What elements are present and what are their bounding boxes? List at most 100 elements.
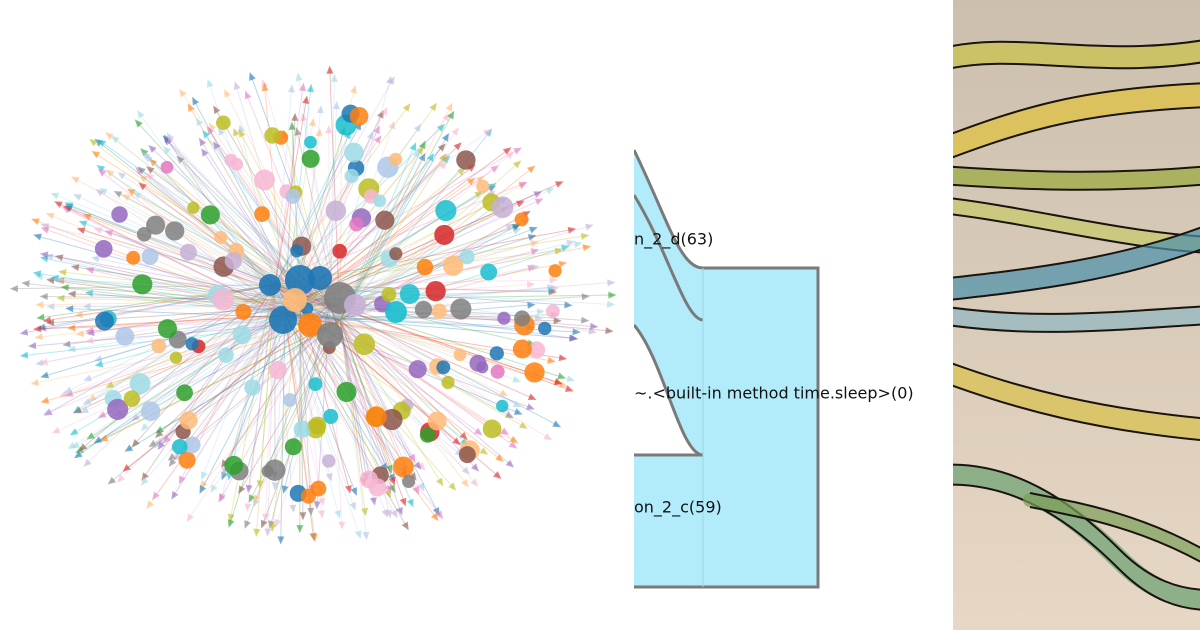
arrowhead [554,181,564,188]
arrowhead [439,161,448,170]
node [456,150,476,170]
arrowhead [334,509,342,519]
edge [284,314,355,508]
edge [271,299,301,529]
arrowhead [499,389,509,397]
arrowhead [33,325,42,333]
edge [142,176,276,286]
arrowhead [526,165,536,174]
edge [134,314,286,420]
arrowhead [552,420,562,428]
edge [339,105,452,321]
edge [108,171,286,316]
arrowhead [56,294,65,302]
arrowhead [73,194,82,201]
arrowhead [409,472,417,481]
arrowhead [133,191,142,200]
node [349,217,364,232]
arrowhead [30,379,40,386]
node [431,303,447,319]
arrowhead [296,525,304,534]
arrowhead [217,127,226,136]
arrowhead [19,351,29,359]
node [545,304,560,319]
edge [274,130,489,286]
hub-node [308,266,332,290]
edge [284,314,394,490]
edge [86,314,286,380]
arrowhead [349,502,356,511]
edge [85,314,286,404]
strand-edge [953,483,1200,611]
arrowhead [67,345,76,353]
edge [339,319,414,460]
edge [297,76,341,321]
arrowhead [67,324,76,332]
arrowhead [244,503,252,512]
arrowhead [526,403,535,410]
edge [329,304,467,485]
arrowhead [260,519,268,529]
arrowhead [75,330,85,337]
arrowhead [40,371,50,379]
arrowhead [62,340,71,348]
arrowhead [54,201,63,209]
edge [197,120,301,301]
arrowhead [361,507,369,517]
arrowhead [291,112,299,121]
node [254,169,275,191]
node [300,488,316,504]
edge [97,140,301,301]
arrowhead [461,466,470,475]
arrowhead [325,125,333,134]
arrowhead [85,327,94,335]
edge [136,193,276,286]
arrowhead [31,218,40,226]
arrowhead [512,160,522,169]
edge [44,225,276,286]
node [381,408,403,431]
arrowhead [387,76,395,85]
edge [137,169,276,286]
node [160,160,174,174]
edge [46,284,276,322]
arrowhead [39,293,48,301]
arrowhead [531,264,540,272]
edge [140,168,276,286]
arrowhead [475,175,485,184]
arrowhead [547,356,556,364]
arrowhead [380,106,388,116]
edge [274,284,534,399]
arrowhead [34,333,43,341]
edge [151,161,341,321]
node [136,227,152,242]
node [353,333,376,356]
node [264,127,281,144]
arrowhead [213,105,221,115]
hub-node [317,322,343,348]
flow-label: n_2_d(63) [634,230,713,250]
strand-fill [1023,493,1200,563]
node [107,398,129,420]
arrowhead [122,194,131,202]
edge [43,253,331,306]
edge [66,206,331,306]
arrowhead [131,413,140,421]
node [450,298,472,320]
arrowhead [287,84,295,93]
arrowhead [74,450,83,459]
flow-label: on_2_c(59) [634,498,722,518]
arrowhead [69,428,79,436]
edge [329,304,560,384]
flow-outline [634,324,704,457]
strand-edge [953,226,1200,279]
edge [274,149,519,286]
network-graph [9,65,617,545]
edge [284,229,518,316]
edge [40,284,276,329]
arrowhead [212,141,221,150]
arrowhead [483,128,492,137]
node [476,361,489,374]
arrowhead [104,230,114,237]
edge [339,319,365,483]
